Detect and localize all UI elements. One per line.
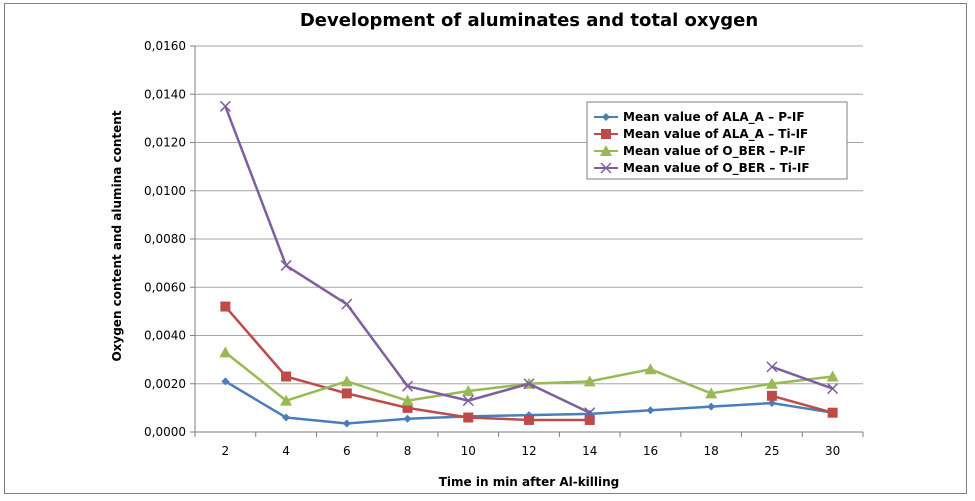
x-tick-label: 10	[461, 444, 476, 458]
chart-title: Development of aluminates and total oxyg…	[300, 10, 758, 31]
data-point	[221, 377, 230, 386]
data-point	[765, 377, 778, 389]
series-line	[771, 394, 833, 414]
x-axis-ticks: 2 4 6 8 10 12 14 16 18 25 30	[194, 432, 864, 458]
data-point	[401, 394, 414, 406]
data-point	[584, 407, 596, 419]
x-axis-title: Time in min after Al-killing	[439, 475, 620, 489]
data-point	[766, 361, 778, 373]
data-point	[341, 388, 352, 399]
x-tick-label: 25	[764, 444, 779, 458]
series-line	[224, 351, 833, 402]
data-point	[707, 402, 716, 411]
x-tick-label: 30	[825, 444, 840, 458]
x-tick-label: 4	[282, 444, 290, 458]
data-point	[403, 414, 412, 423]
data-point	[220, 301, 231, 312]
line-chart: Development of aluminates and total oxyg…	[110, 10, 864, 489]
data-point	[462, 395, 474, 407]
data-point	[402, 402, 413, 413]
x-tick-label: 6	[343, 444, 351, 458]
legend-label: Mean value of O_BER – P-IF	[623, 144, 806, 159]
series-group	[219, 100, 839, 428]
data-point	[342, 419, 351, 428]
x-tick-label: 8	[404, 444, 412, 458]
chart-frame: Development of aluminates and total oxyg…	[4, 3, 967, 494]
y-tick-label: 0,0120	[144, 136, 186, 150]
data-point	[646, 406, 655, 415]
data-point	[826, 370, 839, 382]
legend-swatch-marker	[600, 162, 612, 174]
data-point	[280, 394, 293, 406]
data-point	[827, 407, 838, 418]
data-point	[644, 363, 657, 375]
data-point	[463, 412, 474, 423]
y-tick-label: 0,0060	[144, 280, 186, 294]
data-point	[219, 100, 231, 112]
legend-swatch-marker	[601, 129, 611, 139]
data-point	[766, 390, 777, 401]
data-point	[583, 375, 596, 387]
data-point	[462, 384, 475, 396]
legend-item: Mean value of O_BER – P-IF	[594, 144, 806, 159]
y-tick-label: 0,0100	[144, 184, 186, 198]
y-tick-label: 0,0160	[144, 39, 186, 53]
x-tick-label: 2	[222, 444, 230, 458]
legend-item: Mean value of ALA_A – Ti-IF	[594, 127, 808, 142]
data-point	[341, 298, 353, 310]
y-axis-title: Oxygen content and alumina content	[110, 110, 124, 361]
data-point	[584, 414, 595, 425]
y-tick-label: 0,0140	[144, 87, 186, 101]
data-point	[281, 371, 292, 382]
data-point	[280, 260, 292, 272]
legend-item: Mean value of ALA_A – P-IF	[594, 110, 805, 125]
data-point	[524, 414, 534, 425]
data-point	[282, 413, 291, 422]
series-2	[220, 301, 838, 425]
data-point	[340, 375, 353, 387]
gridlines	[195, 45, 863, 385]
y-tick-label: 0,0080	[144, 232, 186, 246]
legend-label: Mean value of ALA_A – P-IF	[623, 110, 805, 125]
axes	[194, 46, 863, 433]
data-point	[767, 399, 776, 408]
y-axis-ticks: 0,0000 0,0020 0,0040 0,0060 0,0080 0,0100 0,01…	[144, 39, 195, 439]
legend-item: Mean value of O_BER – Ti-IF	[594, 161, 810, 176]
y-tick-label: 0,0000	[144, 425, 186, 439]
legend-box	[586, 101, 848, 180]
data-point	[523, 378, 535, 390]
data-point	[219, 346, 232, 358]
data-point	[402, 380, 414, 392]
legend-label: Mean value of O_BER – Ti-IF	[623, 161, 810, 176]
series-3	[219, 346, 839, 406]
legend-label: Mean value of ALA_A – Ti-IF	[623, 127, 808, 142]
series-line	[771, 365, 834, 390]
legend-swatch-marker	[602, 113, 610, 121]
x-tick-label: 18	[704, 444, 719, 458]
x-tick-label: 14	[582, 444, 597, 458]
x-tick-label: 12	[521, 444, 536, 458]
data-point	[705, 387, 718, 399]
series-line	[224, 105, 591, 414]
series-4	[219, 100, 839, 419]
legend-swatch-marker	[600, 145, 612, 156]
y-tick-label: 0,0020	[144, 377, 186, 391]
x-tick-label: 16	[643, 444, 658, 458]
y-tick-label: 0,0040	[144, 329, 186, 343]
legend: Mean value of ALA_A – P-IF Mean value of …	[586, 101, 848, 180]
data-point	[827, 383, 839, 395]
